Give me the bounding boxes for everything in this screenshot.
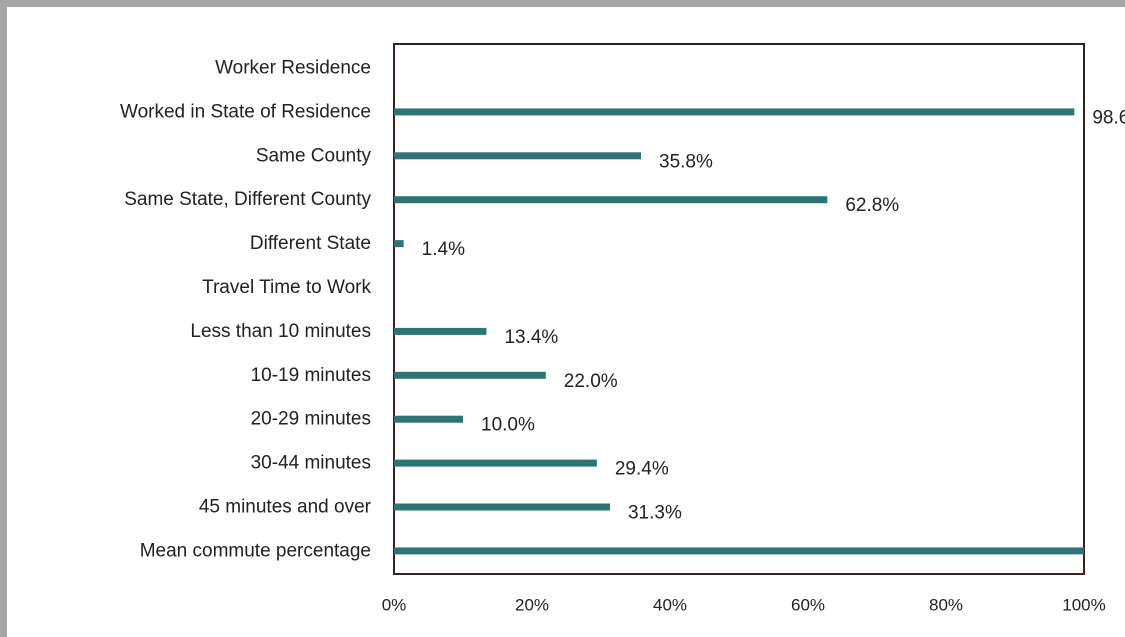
x-tick-label: 100% bbox=[1062, 596, 1105, 615]
x-tick-labels-group: 0% 20% 40% 60% 80% 100% bbox=[382, 596, 1106, 615]
category-label-less-than-10-minutes: Less than 10 minutes bbox=[190, 321, 371, 342]
value-label-same-county: 35.8% bbox=[659, 151, 713, 172]
value-label-same-state-different-county: 62.8% bbox=[845, 195, 899, 216]
x-tick-label: 0% bbox=[382, 596, 407, 615]
x-tick-label: 40% bbox=[653, 596, 687, 615]
category-label-30-44-minutes: 30-44 minutes bbox=[251, 453, 371, 474]
category-label-45-minutes-and-over: 45 minutes and over bbox=[199, 497, 372, 518]
value-label-10-19-minutes: 22.0% bbox=[564, 371, 618, 392]
bar-different-state bbox=[394, 240, 404, 248]
category-label-10-19-minutes: 10-19 minutes bbox=[251, 365, 371, 386]
category-labels-group: Worker Residence Worked in State of Resid… bbox=[120, 58, 372, 562]
category-label-mean-commute-percentage: Mean commute percentage bbox=[140, 540, 371, 561]
value-label-30-44-minutes: 29.4% bbox=[615, 459, 669, 480]
category-label-different-state: Different State bbox=[250, 233, 371, 254]
value-label-20-29-minutes: 10.0% bbox=[481, 415, 535, 436]
bar-worked-in-state-of-residence bbox=[394, 108, 1075, 116]
bar-30-44-minutes bbox=[394, 459, 597, 467]
x-tick-label: 60% bbox=[791, 596, 825, 615]
category-label-20-29-minutes: 20-29 minutes bbox=[251, 409, 371, 430]
category-label-travel-time-to-work: Travel Time to Work bbox=[202, 277, 371, 298]
category-label-same-county: Same County bbox=[256, 145, 372, 166]
plot-area-border bbox=[393, 43, 1085, 575]
value-labels-group: 98.6% 35.8% 62.8% 1.4% 13.4% 22.0% 10.0% 29.4% 3… bbox=[422, 107, 1125, 523]
bar-20-29-minutes bbox=[394, 415, 463, 423]
value-label-worked-in-state-of-residence: 98.6% bbox=[1092, 107, 1125, 128]
category-label-same-state-different-county: Same State, Different County bbox=[124, 189, 371, 210]
bar-10-19-minutes bbox=[394, 371, 546, 379]
bar-same-state-different-county bbox=[394, 196, 828, 204]
value-label-45-minutes-and-over: 31.3% bbox=[628, 503, 682, 524]
x-tick-label: 80% bbox=[929, 596, 963, 615]
x-tick-label: 20% bbox=[515, 596, 549, 615]
bar-45-minutes-and-over bbox=[394, 503, 610, 511]
category-label-worker-residence: Worker Residence bbox=[215, 58, 371, 79]
bar-less-than-10-minutes bbox=[394, 327, 487, 335]
category-label-worked-in-state-of-residence: Worked in State of Residence bbox=[120, 101, 371, 122]
bar-same-county bbox=[394, 152, 642, 160]
bars-group bbox=[394, 108, 1084, 555]
value-label-less-than-10-minutes: 13.4% bbox=[504, 327, 558, 348]
bar-mean-commute-percentage bbox=[394, 547, 1084, 555]
value-label-different-state: 1.4% bbox=[422, 239, 465, 260]
